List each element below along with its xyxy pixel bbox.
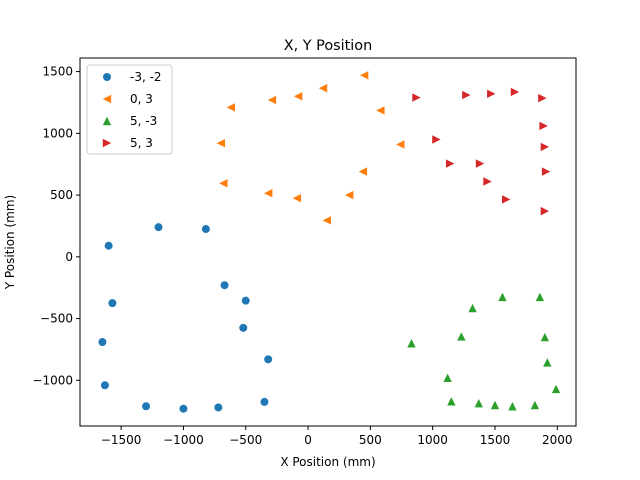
y-tick-label: −500 bbox=[40, 312, 73, 326]
x-axis: −1500 −1000 −500 0 500 1000 1500 2000 bbox=[101, 426, 573, 447]
point-series2-1 bbox=[535, 292, 545, 302]
point-series0-7 bbox=[98, 338, 107, 347]
point-series2-2 bbox=[468, 303, 477, 313]
point-series0-3 bbox=[220, 281, 229, 290]
point-series2-10 bbox=[474, 398, 483, 408]
legend-marker-2 bbox=[102, 116, 112, 126]
legend: -3, -2 0, 3 5, -3 5, 3 bbox=[86, 64, 173, 155]
point-series3-4 bbox=[538, 93, 547, 103]
point-series0-12 bbox=[214, 403, 223, 412]
point-series2-5 bbox=[407, 339, 416, 348]
y-tick-label: 0 bbox=[65, 250, 73, 264]
point-series3-10 bbox=[541, 167, 551, 176]
point-series3-12 bbox=[502, 195, 511, 204]
point-series0-1 bbox=[154, 223, 163, 232]
point-series1-13 bbox=[322, 216, 331, 225]
point-series0-4 bbox=[241, 296, 250, 305]
plot-frame bbox=[79, 57, 577, 427]
point-series1-4 bbox=[226, 103, 235, 112]
point-series0-8 bbox=[264, 355, 273, 364]
point-series2-12 bbox=[508, 402, 517, 411]
point-series3-9 bbox=[475, 159, 485, 168]
point-series0-0 bbox=[104, 241, 113, 250]
point-series0-2 bbox=[201, 225, 210, 234]
point-series1-2 bbox=[293, 92, 303, 101]
point-series2-3 bbox=[457, 332, 466, 341]
x-axis-title: X Position (mm) bbox=[280, 455, 375, 469]
point-series0-11 bbox=[179, 404, 188, 413]
point-series2-0 bbox=[498, 292, 507, 302]
y-axis: −1000 −500 0 500 1000 1500 bbox=[32, 65, 80, 387]
y-tick-label: 1500 bbox=[42, 65, 73, 79]
point-series1-10 bbox=[263, 189, 273, 198]
point-series3-5 bbox=[539, 121, 548, 131]
x-tick-label: 1500 bbox=[480, 433, 511, 447]
point-series1-8 bbox=[358, 167, 368, 176]
points-layer bbox=[98, 71, 561, 413]
point-series0-5 bbox=[108, 299, 117, 308]
legend-label-2: 5, -3 bbox=[130, 114, 157, 128]
x-tick-label: 1000 bbox=[417, 433, 448, 447]
point-series3-1 bbox=[487, 89, 496, 99]
y-tick-label: 1000 bbox=[42, 126, 73, 140]
point-series3-6 bbox=[432, 135, 441, 144]
y-tick-label: −1000 bbox=[32, 373, 73, 387]
point-series1-6 bbox=[216, 139, 226, 148]
point-series1-9 bbox=[219, 179, 228, 188]
point-series3-11 bbox=[483, 177, 492, 186]
point-series1-5 bbox=[376, 106, 385, 115]
point-series2-4 bbox=[540, 332, 550, 342]
y-tick-label: 500 bbox=[50, 188, 73, 202]
legend-box bbox=[86, 64, 173, 155]
point-series0-9 bbox=[100, 381, 109, 390]
point-series1-12 bbox=[292, 193, 302, 203]
point-series3-3 bbox=[412, 93, 421, 102]
legend-label-1: 0, 3 bbox=[130, 92, 153, 106]
legend-label-3: 5, 3 bbox=[130, 136, 153, 150]
point-series1-1 bbox=[318, 84, 328, 93]
point-series1-0 bbox=[359, 71, 369, 80]
x-tick-label: −1000 bbox=[163, 433, 204, 447]
point-series3-0 bbox=[510, 87, 520, 97]
x-tick-label: −500 bbox=[229, 433, 262, 447]
point-series1-7 bbox=[396, 140, 405, 149]
point-series0-6 bbox=[239, 323, 248, 332]
legend-marker-3 bbox=[102, 138, 112, 148]
point-series0-13 bbox=[260, 397, 269, 406]
point-series2-9 bbox=[447, 397, 456, 406]
point-series3-8 bbox=[445, 159, 455, 168]
point-series1-3 bbox=[267, 95, 277, 105]
legend-label-0: -3, -2 bbox=[130, 70, 162, 84]
point-series1-11 bbox=[344, 190, 354, 200]
chart-title: X, Y Position bbox=[284, 38, 372, 54]
point-series2-6 bbox=[543, 358, 552, 367]
point-series3-2 bbox=[462, 90, 471, 100]
point-series3-13 bbox=[540, 206, 550, 216]
point-series2-11 bbox=[490, 400, 500, 410]
legend-marker-1 bbox=[102, 94, 112, 104]
point-series2-13 bbox=[530, 400, 540, 410]
y-axis-title: Y Position (mm) bbox=[3, 195, 17, 290]
point-series3-7 bbox=[540, 142, 550, 152]
legend-marker-0 bbox=[103, 73, 111, 81]
point-series2-8 bbox=[551, 384, 561, 394]
x-tick-label: 2000 bbox=[542, 433, 573, 447]
point-series2-7 bbox=[443, 373, 452, 383]
point-series0-10 bbox=[142, 402, 151, 411]
x-tick-label: 500 bbox=[359, 433, 382, 447]
x-tick-label: −1500 bbox=[101, 433, 142, 447]
x-tick-label: 0 bbox=[304, 433, 312, 447]
